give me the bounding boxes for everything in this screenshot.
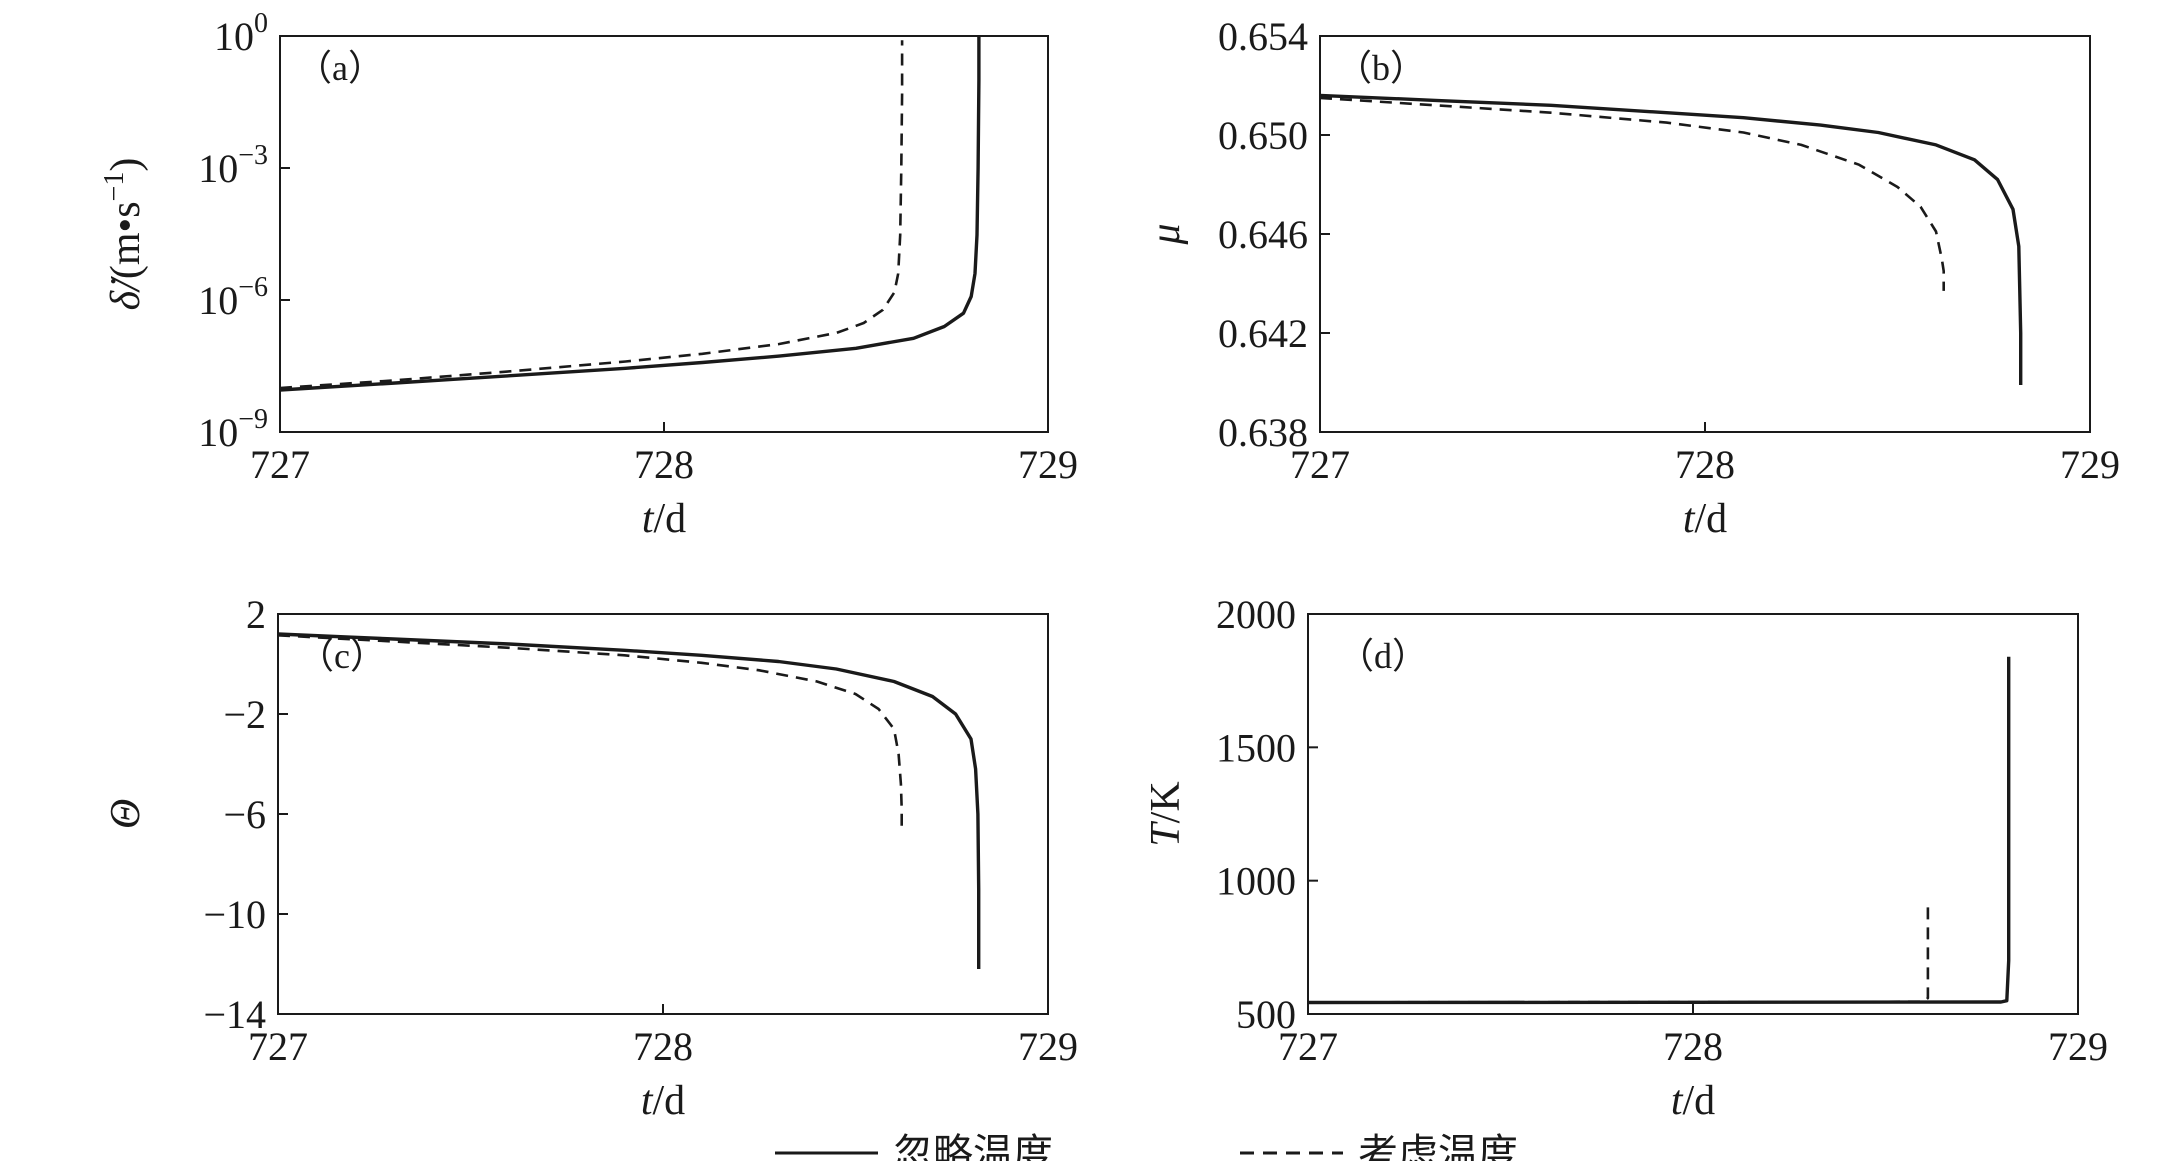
x-tick-label: 728: [1663, 1024, 1723, 1069]
y-axis-label: δ̇/(m•s−1): [99, 158, 149, 311]
x-axis-label: t/d: [641, 1078, 685, 1124]
panel-label: （a）: [296, 48, 384, 88]
y-tick-label: 10−9: [198, 404, 268, 455]
panel-label: （b）: [1336, 48, 1426, 88]
y-tick-label: 0.642: [1218, 311, 1308, 356]
series-line-solid: [1319, 93, 2023, 385]
legend-label-solid: 忽略温度: [893, 1131, 1053, 1161]
series-line-solid: [277, 632, 981, 969]
x-tick-label: 729: [2060, 442, 2120, 487]
y-tick-label: 0.646: [1218, 212, 1308, 257]
x-tick-label: 727: [248, 1024, 308, 1069]
panel-c: 727 728 729 2 −2 −6 −10 −14 t/d Θ （c）: [103, 592, 1078, 1124]
x-tick-label: 728: [1675, 442, 1735, 487]
plot-frame: [279, 35, 1049, 433]
y-tick-label: 0.638: [1218, 410, 1308, 455]
y-tick-label: 10−3: [198, 140, 268, 191]
series-line-solid: [279, 36, 981, 392]
y-tick-label: 0.654: [1218, 14, 1308, 59]
x-axis-label: t/d: [1683, 496, 1727, 542]
y-tick-label: −2: [223, 692, 266, 737]
y-tick-label: −14: [203, 992, 266, 1037]
legend-label-dashed: 考虑温度: [1358, 1131, 1518, 1161]
panel-d: 727 728 729 500 1000 1500 2000 t/d T/K （d）: [1143, 592, 2108, 1124]
panel-label: （c）: [298, 636, 386, 676]
x-axis-label: t/d: [1671, 1078, 1715, 1124]
x-tick-label: 729: [2048, 1024, 2108, 1069]
legend: 忽略温度 考虑温度: [775, 1131, 1518, 1161]
y-tick-label: 10−6: [198, 272, 268, 323]
series-line-solid: [1307, 656, 2011, 1005]
y-tick-label: −6: [223, 792, 266, 837]
series-line-dashed: [277, 634, 904, 829]
y-tick-label: 2: [246, 592, 266, 637]
x-tick-label: 727: [1290, 442, 1350, 487]
y-tick-label: 1000: [1216, 859, 1296, 904]
series-line-dashed: [1319, 96, 1945, 291]
x-tick-label: 729: [1018, 1024, 1078, 1069]
y-tick-label: 100: [214, 8, 268, 59]
x-tick-label: 729: [1018, 442, 1078, 487]
y-tick-label: 0.650: [1218, 113, 1308, 158]
plot-frame: [277, 613, 1049, 1015]
y-axis-label: μ: [1143, 223, 1189, 245]
panel-b: 727 728 729 0.638 0.642 0.646 0.650 0.654 t/d μ （b…: [1143, 14, 2120, 542]
panel-label: （d）: [1338, 636, 1428, 676]
y-axis-label: T/K: [1143, 781, 1189, 846]
series-line-dashed: [279, 40, 904, 390]
y-tick-label: 500: [1236, 992, 1296, 1037]
y-axis-label: Θ: [103, 799, 149, 829]
x-tick-label: 728: [633, 1024, 693, 1069]
x-axis-label: t/d: [642, 496, 686, 542]
y-tick-label: 1500: [1216, 725, 1296, 770]
y-tick-label: −10: [203, 892, 266, 937]
x-tick-label: 727: [1278, 1024, 1338, 1069]
x-tick-label: 727: [250, 442, 310, 487]
y-tick-label: 2000: [1216, 592, 1296, 637]
x-tick-label: 728: [634, 442, 694, 487]
plot-frame: [1319, 35, 2091, 433]
panel-a: 727 728 729 100 10−3 10−6 10−9 t/d δ̇/(m•s−1) （a）: [99, 8, 1078, 542]
series-line-dashed: [1307, 902, 1930, 1004]
